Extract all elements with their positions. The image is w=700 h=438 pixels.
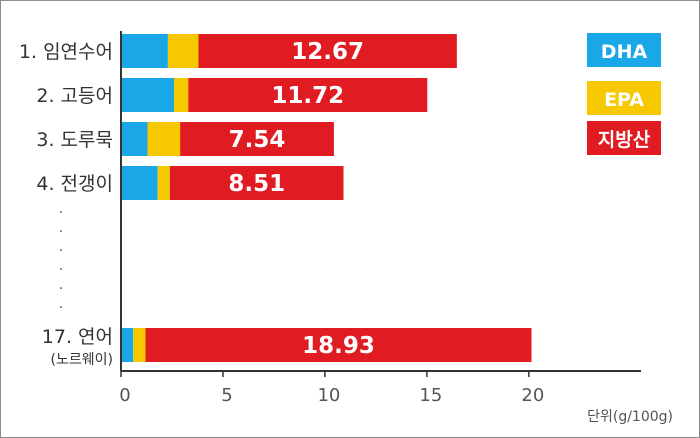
ellipsis-dot-6: .	[59, 296, 63, 312]
bar-dha-2	[121, 78, 175, 112]
bar-fat-2	[188, 78, 428, 112]
x-tick-label-2: 5	[221, 385, 232, 406]
bar-epa-3	[147, 122, 181, 156]
x-tick-label-3: 10	[317, 385, 340, 406]
unit-label: 단위(g/100g)	[587, 409, 673, 425]
x-tick-label-1: 0	[119, 385, 130, 406]
ellipsis-dot-1: .	[59, 201, 63, 217]
ellipsis-dot-3: .	[59, 239, 63, 255]
bar-dha-4	[121, 166, 158, 200]
data-label-1: 12.67	[291, 39, 364, 65]
category-label-1: 1. 임연수어	[19, 41, 113, 63]
category-label-3: 3. 도루묵	[36, 129, 113, 151]
legend-epa-swatch	[587, 81, 661, 115]
bar-epa-4	[157, 166, 170, 200]
legend-dha-swatch	[587, 33, 661, 67]
legend-fat-label: 지방산	[598, 129, 651, 151]
ellipsis-dot-4: .	[59, 258, 63, 274]
bar-epa-2	[174, 78, 189, 112]
data-label-4: 8.51	[228, 171, 285, 197]
bar-dha-1	[121, 34, 168, 68]
legend-epa-label: EPA	[604, 89, 644, 111]
bar-fat-3	[180, 122, 334, 156]
data-label-5: 18.93	[302, 333, 375, 359]
bar-fat-5	[145, 328, 532, 362]
data-label-3: 7.54	[229, 127, 286, 153]
x-tick-label-5: 20	[521, 385, 544, 406]
x-tick-label-4: 15	[419, 385, 442, 406]
bar-fat-1	[198, 34, 457, 68]
legend-fat-swatch	[587, 121, 661, 155]
bar-dha-3	[121, 122, 148, 156]
bar-fat-4	[169, 166, 344, 200]
category-label-4: 4. 전갱이	[36, 173, 113, 195]
category-label-2: 2. 고등어	[36, 85, 113, 107]
category-label-5: 17. 연어	[42, 326, 113, 348]
bar-epa-5	[133, 328, 146, 362]
ellipsis-dot-5: .	[59, 277, 63, 293]
category-sublabel-5: (노르웨이)	[51, 352, 113, 368]
bar-dha-5	[121, 328, 134, 362]
bar-epa-1	[167, 34, 199, 68]
ellipsis-dot-2: .	[59, 220, 63, 236]
legend-dha-label: DHA	[601, 41, 648, 63]
data-label-2: 11.72	[271, 83, 344, 109]
